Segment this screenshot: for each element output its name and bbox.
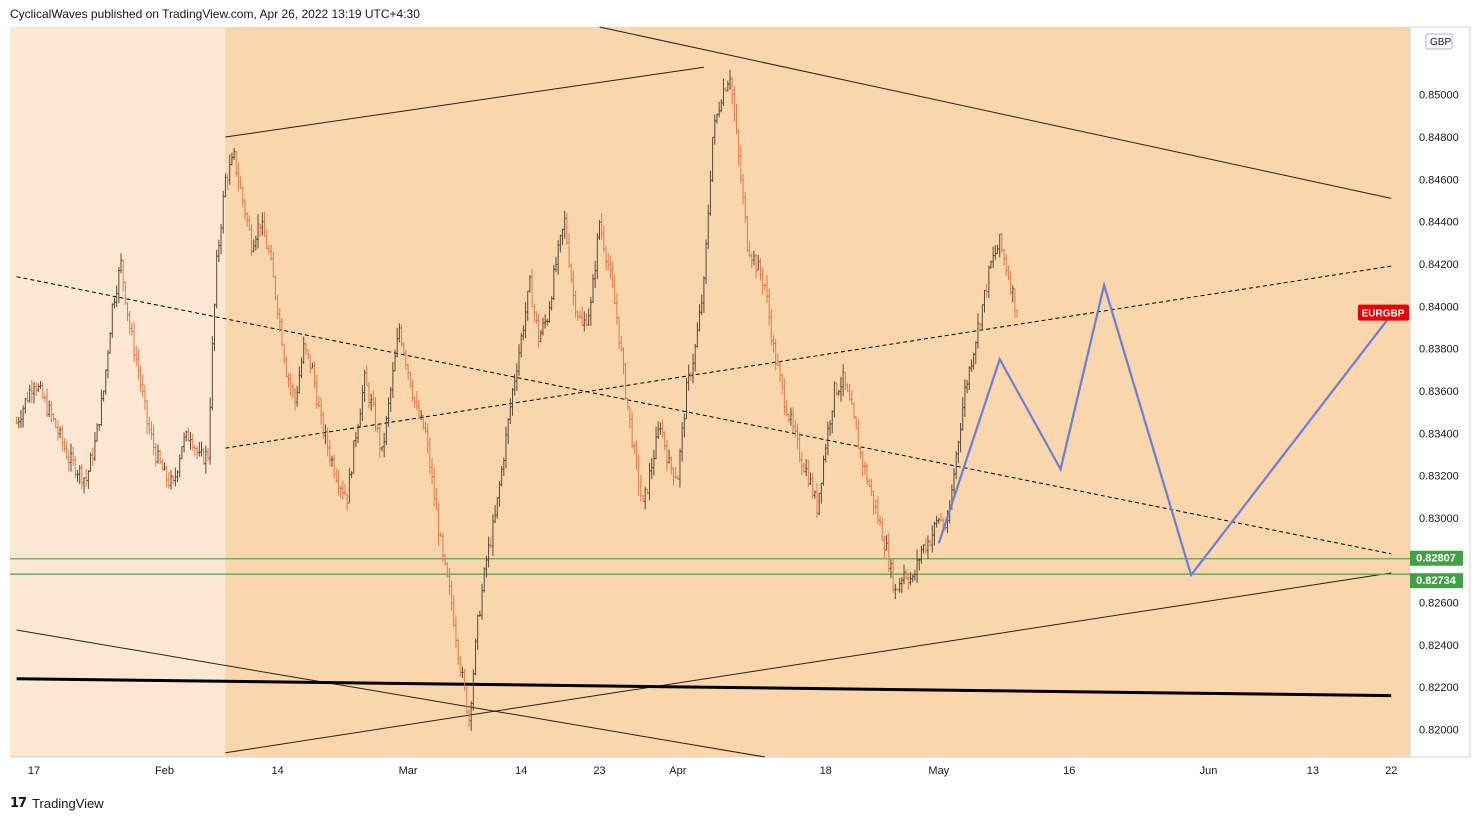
level-badge-1 [1410,550,1463,566]
x-tick-label: Feb [155,765,174,777]
x-tick-label: May [928,765,949,777]
highlight-zone [225,27,1410,757]
y-tick-label: 0.82200 [1419,682,1459,694]
publish-line: CyclicalWaves published on TradingView.c… [10,7,420,21]
trendline-3 [225,572,1392,754]
x-tick-label: Apr [669,765,686,777]
tradingview-brand: TradingView [32,795,104,811]
trendline-2 [599,26,1392,199]
y-tick-label: 0.84200 [1419,259,1459,271]
y-tick-label: 0.83000 [1419,513,1459,525]
x-tick-label: 14 [515,765,527,777]
trendline-7 [16,677,1392,698]
symbol-label: EURGBP [1362,309,1405,320]
trendline-6 [16,276,1392,555]
y-tick-label: 0.83200 [1419,471,1459,483]
y-tick-label: 0.82600 [1419,598,1459,610]
time-axis [10,758,1470,786]
currency-badge [1425,33,1453,50]
y-tick-label: 0.83400 [1419,428,1459,440]
price-axis [1409,26,1471,758]
x-tick-label: Mar [399,765,418,777]
symbol-badge [1358,304,1409,321]
x-tick-label: 23 [593,765,605,777]
candles-layer [15,69,1019,731]
tradingview-footer[interactable]: 17 TradingView [10,794,104,812]
y-tick-label: 0.82400 [1419,640,1459,652]
y-tick-label: 0.85000 [1419,90,1459,102]
currency-label: GBP [1430,37,1451,48]
x-tick-label: 22 [1385,765,1397,777]
publish-header: CyclicalWaves published on TradingView.c… [10,7,420,21]
level-label-2: 0.82734 [1416,575,1457,587]
tradingview-logo-icon: 17 [10,795,27,811]
y-tick-label: 0.83600 [1419,386,1459,398]
x-tick-label: 13 [1307,765,1319,777]
y-tick-label: 0.83800 [1419,344,1459,356]
level-badge-2 [1410,573,1463,589]
y-tick-label: 0.84600 [1419,174,1459,186]
trendline-1 [225,66,704,138]
y-tick-label: 0.84800 [1419,132,1459,144]
x-tick-label: Jun [1200,765,1218,777]
y-tick-label: 0.82000 [1419,724,1459,736]
drawings-layer [16,26,1392,758]
trendline-4 [16,629,765,758]
x-tick-label: 14 [271,765,283,777]
y-tick-label: 0.84400 [1419,217,1459,229]
x-tick-label: 17 [28,765,40,777]
x-tick-label: 16 [1063,765,1075,777]
projection-path [937,280,1393,578]
x-tick-label: 18 [820,765,832,777]
level-label-1: 0.82807 [1416,553,1456,565]
y-tick-label: 0.84000 [1419,301,1459,313]
